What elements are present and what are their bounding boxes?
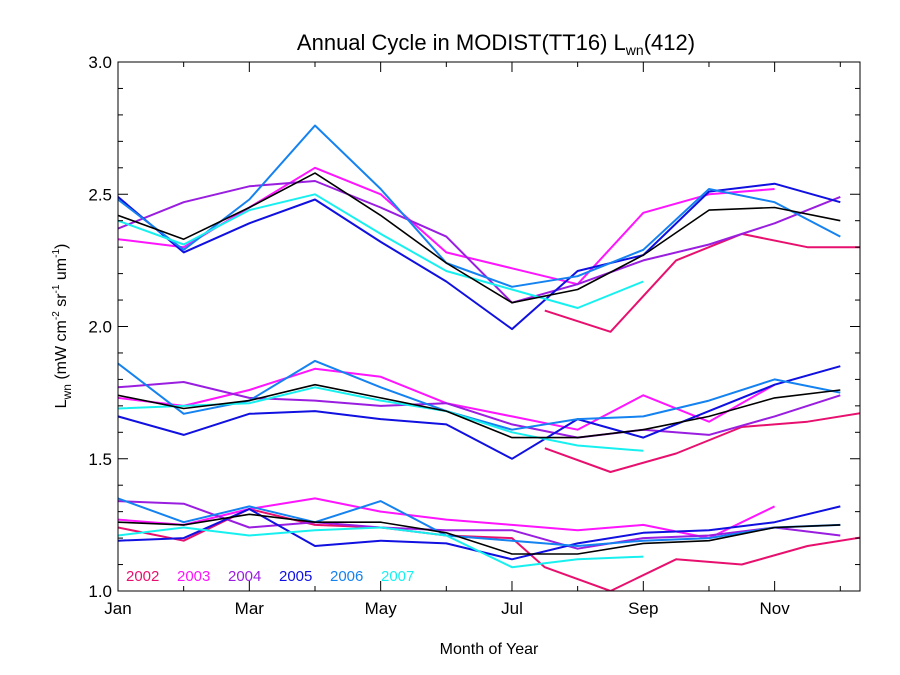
y-axis-label-part: -1 [51,284,62,293]
y-axis-label-part: -1 [51,249,62,258]
y-axis-label-part: sr [53,293,70,311]
series-line-middle-2007 [118,386,644,452]
legend-item-2004: 2004 [228,568,261,585]
x-tick-label: Jan [104,599,131,618]
y-tick-label: 1.5 [88,450,112,469]
series-line-lower-2006 [118,497,841,547]
x-tick-label: Nov [760,599,791,618]
x-tick-label: Mar [235,599,265,618]
series-group-lower [118,497,860,591]
tick-layer: Jan Mar May Jul Sep Nov 1.0 1.5 2.0 2.5 3.0 [88,53,860,618]
series-line-middle-2003 [118,367,776,431]
y-axis-label-part: -2 [51,311,62,320]
series-group-upper [118,124,860,333]
series-line-upper-2007 [118,193,644,309]
series-line-lower-2004 [118,500,841,550]
legend-item-2003: 2003 [177,568,210,585]
series-line-lower-2007 [118,526,644,569]
y-axis-label-part: ) [53,244,70,249]
legend: 2002 2003 2004 2005 2006 2007 [126,568,414,585]
series-line-middle-2005 [118,365,841,460]
series-line-middle-mean [118,383,841,439]
series-line-upper-2004 [118,180,841,304]
legend-item-2005: 2005 [279,568,312,585]
series-line-middle-2002 [544,412,860,473]
series-line-lower-mean [118,513,841,555]
chart-title-main: Annual Cycle in MODIST(TT16) L [297,30,626,55]
series-line-middle-2004 [118,381,841,439]
y-axis-label-part: (mW cm [53,320,70,384]
y-axis-label-part: um [53,258,70,285]
series-line-upper-2002 [544,232,860,333]
legend-item-2006: 2006 [330,568,363,585]
x-tick-label: Sep [628,599,658,618]
legend-item-2007: 2007 [381,568,414,585]
series-line-upper-mean [118,172,841,304]
x-tick-label: May [365,599,398,618]
series-line-upper-2003 [118,166,775,286]
chart-title-suffix: (412) [644,30,695,55]
legend-item-2002: 2002 [126,568,159,585]
y-axis-label-part: L [53,399,70,408]
y-tick-label: 3.0 [88,53,112,72]
x-tick-label: Jul [501,599,523,618]
series-group-middle [118,359,860,473]
series-line-upper-2006 [118,124,841,288]
x-axis-label: Month of Year [440,641,539,658]
chart-title: Annual Cycle in MODIST(TT16) Lwn(412) [297,30,695,58]
series-line-lower-2003 [118,497,776,540]
series-layer [118,124,860,591]
y-tick-label: 2.5 [88,185,112,204]
y-axis-label-part: wn [60,384,74,400]
series-line-upper-2005 [118,182,841,331]
y-tick-label: 1.0 [88,582,112,601]
y-tick-label: 2.0 [88,318,112,337]
y-axis-label: Lwn (mW cm-2 sr-1 um-1) [51,244,74,409]
chart-title-subscript: wn [625,42,644,58]
